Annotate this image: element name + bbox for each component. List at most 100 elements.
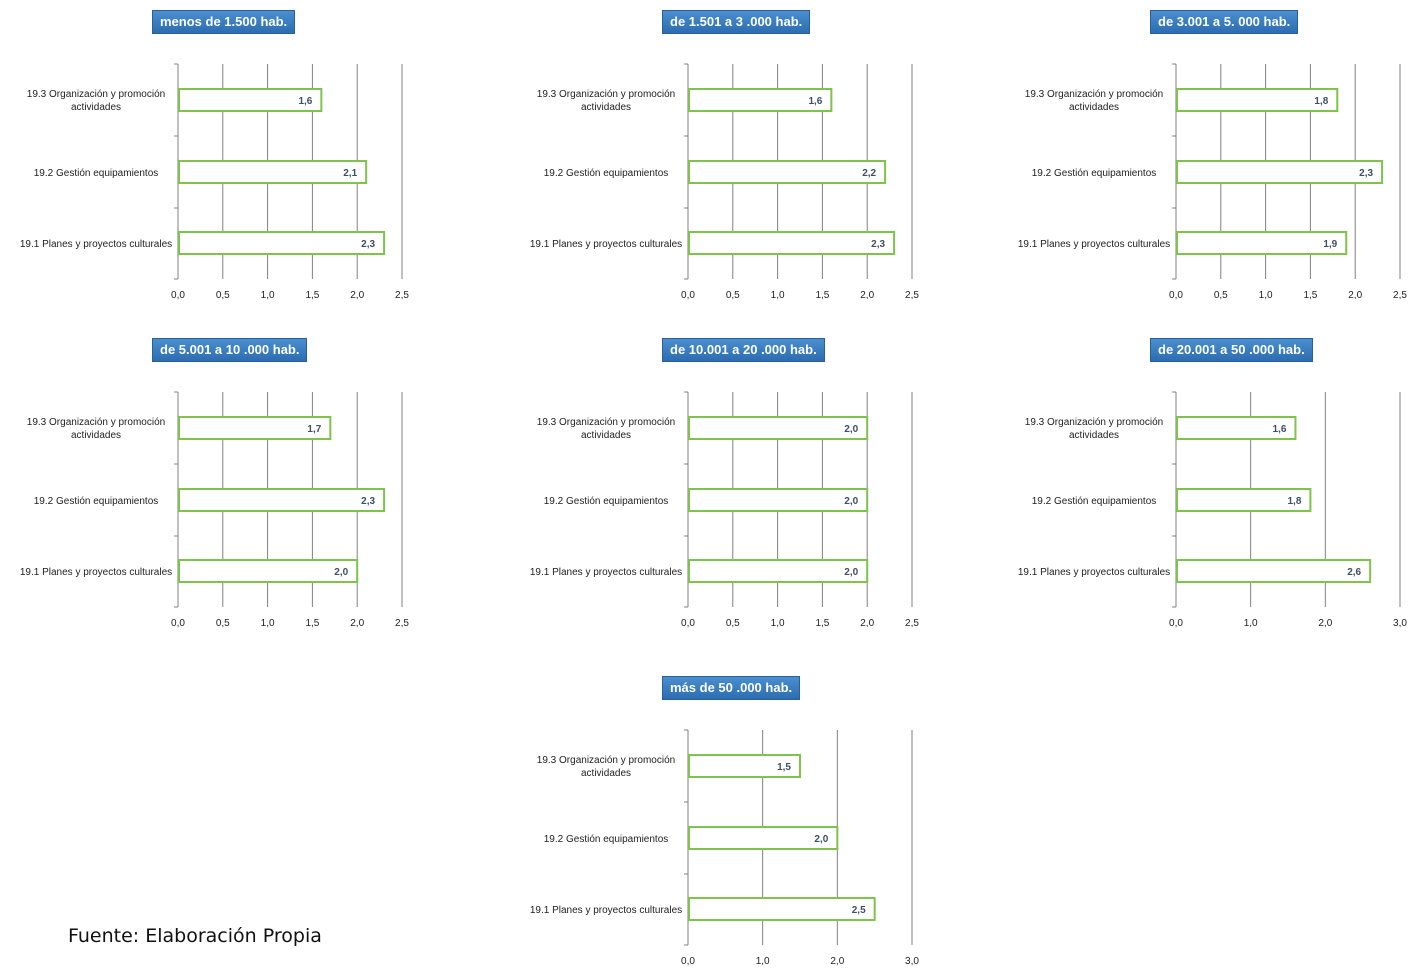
x-tick-label: 0,5 (726, 290, 740, 301)
bar (178, 488, 386, 512)
bar-chart: 0,0 0,5 1,0 1,5 2,0 2,5 1,8 19.3 Organización y… (1018, 63, 1407, 301)
bar (178, 160, 368, 184)
x-tick-label: 2,0 (350, 618, 364, 629)
bar (1176, 160, 1384, 184)
category-label: 19.2 Gestión equipamientos (1032, 168, 1157, 179)
x-tick-label: 0,0 (1169, 618, 1183, 629)
data-label: 2,3 (361, 496, 375, 507)
x-tick-label: 2,5 (395, 618, 409, 629)
data-label: 2,3 (871, 239, 885, 250)
bar (688, 231, 896, 255)
x-tick-label: 2,0 (1348, 290, 1362, 301)
chart-panel-4: de 5.001 a 10 .000 hab. 0,0 0,5 1,0 1,5 2,0 2,… (0, 328, 420, 638)
x-tick-label: 0,0 (1169, 290, 1183, 301)
chart-title: de 10.001 a 20 .000 hab. (662, 338, 825, 362)
x-tick-label: 0,5 (1214, 290, 1228, 301)
category-label: 19.2 Gestión equipamientos (544, 168, 669, 179)
chart-title: de 20.001 a 50 .000 hab. (1150, 338, 1313, 362)
bar (688, 826, 839, 850)
x-tick-label: 1,5 (815, 290, 829, 301)
bar (688, 897, 876, 921)
x-tick-label: 2,5 (905, 290, 919, 301)
bar (688, 416, 869, 440)
data-label: 2,0 (844, 567, 858, 578)
data-label: 2,0 (844, 424, 858, 435)
x-tick-label: 2,0 (830, 956, 844, 967)
data-label: 1,6 (298, 96, 312, 107)
bar (688, 160, 887, 184)
data-label: 1,8 (1314, 96, 1328, 107)
data-label: 2,3 (1359, 168, 1373, 179)
bar-chart: 0,0 1,0 2,0 3,0 1,6 19.3 Organización y promo… (1018, 391, 1407, 629)
x-tick-label: 2,0 (860, 290, 874, 301)
x-tick-label: 0,5 (216, 290, 230, 301)
bar-chart: 0,0 0,5 1,0 1,5 2,0 2,5 1,6 19.3 Organización y… (20, 63, 409, 301)
chart-title: de 5.001 a 10 .000 hab. (152, 338, 308, 362)
category-label: 19.1 Planes y proyectos culturales (530, 905, 682, 916)
category-label: 19.2 Gestión equipamientos (544, 834, 669, 845)
x-tick-label: 0,0 (681, 290, 695, 301)
x-tick-label: 1,5 (815, 618, 829, 629)
chart-title: de 1.501 a 3 .000 hab. (662, 10, 811, 34)
bar (1176, 488, 1312, 512)
category-label: 19.3 Organización y promoción actividades (537, 89, 675, 113)
bar (1176, 559, 1372, 583)
category-label: 19.1 Planes y proyectos culturales (530, 567, 682, 578)
x-tick-label: 1,0 (771, 618, 785, 629)
chart-title: de 3.001 a 5. 000 hab. (1150, 10, 1299, 34)
chart-panel-7: más de 50 .000 hab. 0,0 1,0 2,0 3,0 1,5 19.3 O… (510, 666, 930, 976)
category-label: 19.1 Planes y proyectos culturales (1018, 239, 1170, 250)
bar (178, 559, 359, 583)
data-label: 1,8 (1287, 496, 1301, 507)
category-label: 19.3 Organización y promoción actividades (1025, 89, 1163, 113)
category-label: 19.2 Gestión equipamientos (34, 168, 159, 179)
x-tick-label: 0,0 (171, 290, 185, 301)
chart-title: menos de 1.500 hab. (152, 10, 296, 34)
x-tick-label: 2,5 (395, 290, 409, 301)
x-tick-label: 2,0 (350, 290, 364, 301)
category-label: 19.3 Organización y promoción actividades (1025, 417, 1163, 441)
data-label: 1,6 (1273, 424, 1287, 435)
x-tick-label: 1,5 (1303, 290, 1317, 301)
category-label: 19.1 Planes y proyectos culturales (20, 567, 172, 578)
x-tick-label: 3,0 (905, 956, 919, 967)
bar (688, 88, 833, 112)
data-label: 2,5 (852, 905, 866, 916)
bar (178, 416, 332, 440)
bar (688, 559, 869, 583)
x-tick-label: 1,5 (305, 290, 319, 301)
bar (1176, 416, 1297, 440)
x-tick-label: 1,0 (1259, 290, 1273, 301)
chart-panel-5: de 10.001 a 20 .000 hab. 0,0 0,5 1,0 1,5 2,0 2… (510, 328, 930, 638)
category-label: 19.2 Gestión equipamientos (544, 496, 669, 507)
category-label: 19.3 Organización y promoción actividades (537, 755, 675, 779)
x-tick-label: 2,0 (860, 618, 874, 629)
chart-panel-3: de 3.001 a 5. 000 hab. 0,0 0,5 1,0 1,5 2,0 2,5… (998, 0, 1410, 310)
category-label: 19.1 Planes y proyectos culturales (20, 239, 172, 250)
data-label: 1,7 (307, 424, 321, 435)
bar (1176, 88, 1339, 112)
chart-title: más de 50 .000 hab. (662, 676, 801, 700)
category-label: 19.2 Gestión equipamientos (34, 496, 159, 507)
x-tick-label: 0,5 (216, 618, 230, 629)
bar-chart: 0,0 0,5 1,0 1,5 2,0 2,5 1,6 19.3 Organización y… (530, 63, 919, 301)
x-tick-label: 0,0 (681, 956, 695, 967)
data-label: 2,3 (361, 239, 375, 250)
bar-chart: 0,0 1,0 2,0 3,0 1,5 19.3 Organización y promo… (530, 729, 919, 967)
category-label: 19.1 Planes y proyectos culturales (530, 239, 682, 250)
x-tick-label: 2,5 (905, 618, 919, 629)
chart-panel-1: menos de 1.500 hab. 0,0 0,5 1,0 1,5 2,0 2,5 1,6… (0, 0, 420, 310)
x-tick-label: 2,5 (1393, 290, 1407, 301)
chart-panel-2: de 1.501 a 3 .000 hab. 0,0 0,5 1,0 1,5 2,0 2,5… (510, 0, 930, 310)
x-tick-label: 3,0 (1393, 618, 1407, 629)
x-tick-label: 1,0 (771, 290, 785, 301)
bar-chart: 0,0 0,5 1,0 1,5 2,0 2,5 2,0 19.3 Organización y… (530, 391, 919, 629)
x-tick-label: 1,5 (305, 618, 319, 629)
chart-panel-6: de 20.001 a 50 .000 hab. 0,0 1,0 2,0 3,0 1,6 1… (998, 328, 1410, 638)
x-tick-label: 1,0 (1244, 618, 1258, 629)
bar (178, 231, 386, 255)
data-label: 2,0 (814, 834, 828, 845)
x-tick-label: 1,0 (261, 618, 275, 629)
x-tick-label: 0,0 (171, 618, 185, 629)
bar (688, 488, 869, 512)
